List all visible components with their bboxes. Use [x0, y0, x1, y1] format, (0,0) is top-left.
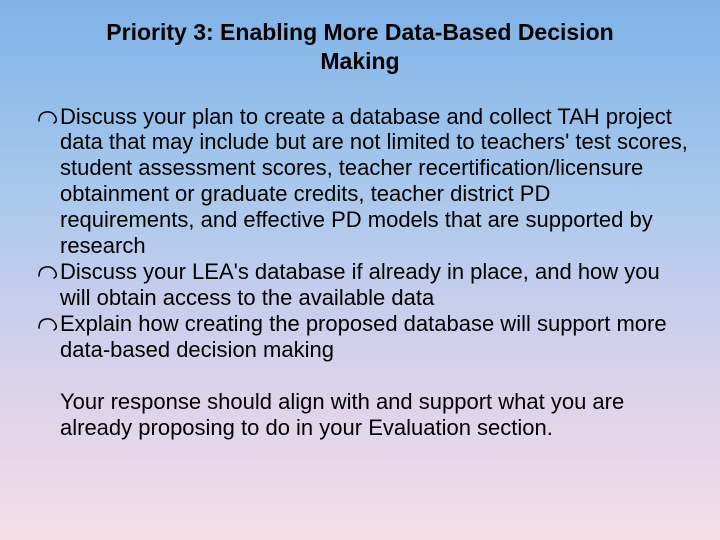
bullet-icon: [36, 107, 60, 132]
bullet-text: Discuss your LEA's database if already i…: [60, 259, 690, 311]
slide-title: Priority 3: Enabling More Data-Based Dec…: [70, 18, 650, 76]
bullet-icon: [36, 262, 60, 287]
bullet-icon: [36, 314, 60, 339]
list-item: Explain how creating the proposed databa…: [36, 311, 690, 363]
bullet-text: Discuss your plan to create a database a…: [60, 104, 690, 260]
list-item: Discuss your LEA's database if already i…: [36, 259, 690, 311]
list-item: Discuss your plan to create a database a…: [36, 104, 690, 260]
footer-paragraph: Your response should align with and supp…: [60, 389, 670, 441]
bullet-list: Discuss your plan to create a database a…: [36, 104, 690, 364]
bullet-text: Explain how creating the proposed databa…: [60, 311, 690, 363]
slide: Priority 3: Enabling More Data-Based Dec…: [0, 0, 720, 540]
